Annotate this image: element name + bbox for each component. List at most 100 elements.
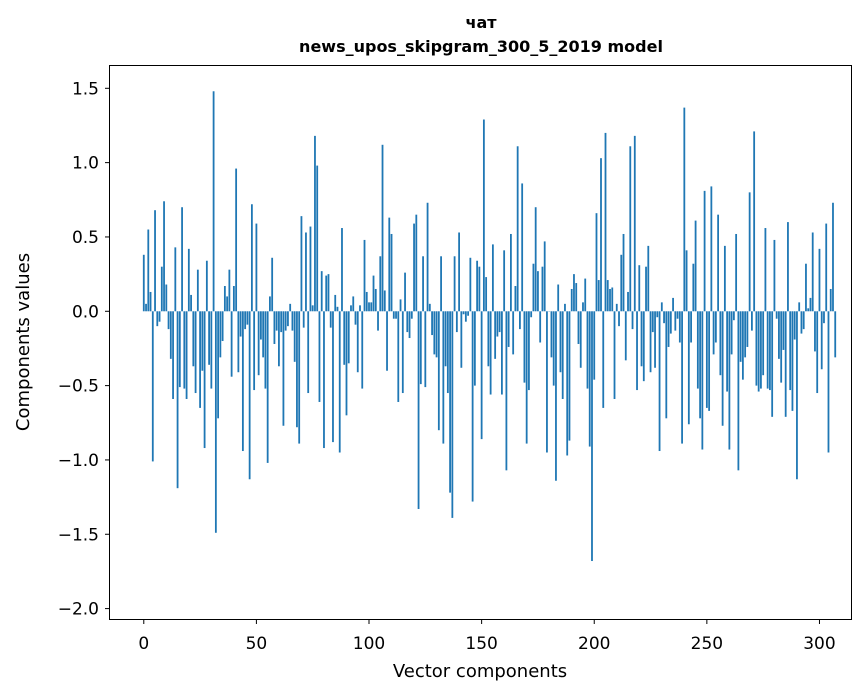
bar-171	[528, 311, 530, 391]
bar-105	[379, 256, 382, 312]
bar-33	[217, 311, 220, 419]
bar-62	[282, 311, 285, 426]
bar-30	[210, 311, 213, 389]
bar-300	[818, 248, 821, 312]
bar-132	[440, 256, 442, 312]
bar-60	[278, 311, 280, 367]
bar-183	[555, 311, 557, 481]
bar-178	[543, 241, 546, 312]
bar-159	[501, 311, 503, 395]
y-tick-label: 0.0	[72, 302, 99, 322]
bar-38	[228, 269, 231, 312]
bar-294	[805, 263, 807, 312]
bar-115	[401, 311, 404, 394]
bar-7	[158, 311, 161, 322]
bar-296	[809, 297, 812, 312]
y-tick-label: 1.0	[72, 154, 99, 174]
bar-200	[593, 311, 596, 380]
bar-25	[199, 311, 201, 408]
y-tick-label: −2.0	[58, 600, 99, 620]
bar-235	[672, 297, 674, 312]
bar-188	[566, 311, 569, 456]
bar-3	[149, 291, 152, 312]
y-tick-label: −0.5	[58, 377, 99, 397]
bar-85	[334, 294, 337, 312]
bar-191	[573, 274, 575, 312]
bar-196	[584, 278, 587, 312]
x-tick-label: 300	[803, 634, 835, 654]
bar-252	[710, 186, 713, 312]
bar-261	[730, 311, 733, 355]
bar-70	[300, 216, 303, 312]
bar-238	[678, 311, 681, 343]
bar-170	[525, 311, 528, 444]
bar-254	[714, 311, 717, 343]
bar-51	[257, 311, 260, 376]
bar-46	[246, 311, 249, 325]
bar-61	[280, 311, 283, 333]
bar-181	[550, 311, 553, 358]
bar-137	[451, 311, 454, 518]
bar-243	[690, 311, 692, 343]
bar-286	[787, 222, 789, 312]
bar-100	[368, 302, 370, 312]
bar-56	[269, 296, 271, 312]
bar-41	[235, 168, 238, 312]
bar-140	[458, 232, 460, 312]
bar-52	[260, 311, 262, 340]
bar-13	[172, 311, 174, 399]
bar-24	[196, 269, 199, 312]
bar-49	[253, 311, 256, 391]
y-tick-label: −1.0	[58, 451, 99, 471]
bar-111	[392, 311, 395, 319]
bar-185	[559, 311, 562, 373]
bar-205	[604, 132, 607, 312]
bar-146	[471, 311, 474, 502]
y-axis-ticks: 1.5 1.0 0.5 0.0 −0.5 −1.0 −1.5 −2.0	[58, 79, 110, 620]
bar-8	[160, 266, 163, 312]
bar-187	[564, 303, 566, 312]
bar-131	[437, 311, 440, 431]
bar-232	[665, 311, 668, 419]
plot-frame	[109, 65, 852, 620]
bar-305	[829, 288, 832, 312]
bar-201	[595, 213, 598, 312]
bar-144	[467, 311, 470, 316]
bar-164	[512, 311, 515, 355]
bar-190	[570, 288, 573, 312]
bar-35	[221, 311, 224, 342]
bar-167	[519, 311, 521, 330]
bar-184	[557, 284, 560, 312]
bar-129	[433, 311, 436, 355]
bar-50	[255, 223, 258, 312]
bar-199	[591, 311, 593, 562]
bar-246	[696, 311, 699, 389]
bar-89	[343, 311, 346, 365]
bar-73	[307, 311, 310, 394]
bar-112	[395, 311, 397, 319]
bar-197	[586, 311, 589, 389]
bar-182	[552, 311, 555, 386]
bar-165	[514, 286, 517, 312]
bar-193	[577, 311, 580, 344]
x-axis-ticks: 0 50 100 150 200 250 300	[138, 619, 836, 654]
bar-138	[453, 256, 456, 312]
bar-234	[669, 311, 672, 334]
bar-166	[516, 146, 519, 312]
bar-127	[428, 303, 431, 312]
bar-279	[771, 311, 774, 417]
bar-143	[464, 311, 467, 322]
bar-225	[649, 311, 652, 373]
bar-17	[181, 207, 183, 312]
bar-271	[753, 131, 756, 312]
bar-77	[316, 165, 319, 312]
bar-173	[532, 263, 535, 312]
bar-175	[537, 271, 539, 312]
bar-215	[627, 291, 629, 312]
bar-212	[620, 254, 623, 312]
bar-133	[442, 311, 445, 444]
bar-306	[832, 202, 834, 312]
bar-84	[332, 311, 334, 443]
bar-78	[318, 311, 321, 402]
bar-210	[615, 303, 618, 312]
